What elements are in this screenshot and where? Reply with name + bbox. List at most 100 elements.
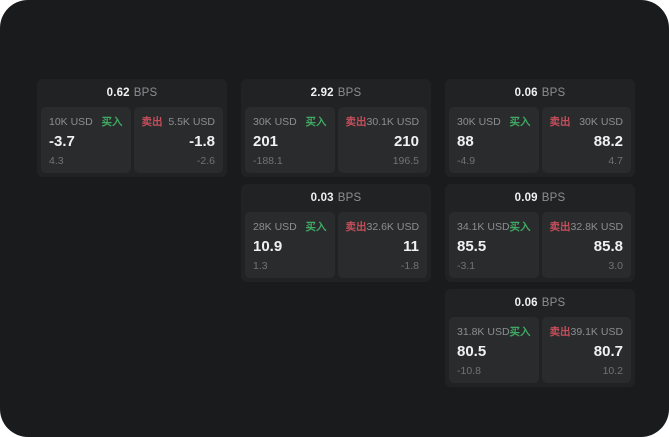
card-body: 30K USD 买入 88 -4.9 卖出 30K USD 88.2 4.7 <box>449 107 631 173</box>
sell-side-label: 卖出 <box>345 221 367 233</box>
card-header: 0.03 BPS <box>245 184 427 212</box>
buy-amount: 28K USD <box>253 220 297 233</box>
buy-change: 4.3 <box>49 155 64 167</box>
buy-price: 10.9 <box>253 237 283 255</box>
bps-value: 0.62 <box>106 87 130 99</box>
buy-side-label: 买入 <box>509 116 531 128</box>
card-body: 30K USD 买入 201 -188.1 卖出 30.1K USD 210 1… <box>245 107 427 173</box>
sell-change: 196.5 <box>392 155 419 167</box>
sell-panel-top: 卖出 32.8K USD <box>550 219 624 234</box>
sell-panel-top: 卖出 39.1K USD <box>550 324 624 339</box>
buy-price: 85.5 <box>457 237 487 255</box>
sell-side-label: 卖出 <box>549 221 571 233</box>
sell-side-label: 卖出 <box>549 116 571 128</box>
buy-panel-top: 28K USD 买入 <box>253 219 327 234</box>
bps-unit-label: BPS <box>337 87 362 99</box>
card-header: 0.06 BPS <box>449 289 631 317</box>
sell-price: 11 <box>403 237 419 255</box>
bps-value: 0.06 <box>514 87 538 99</box>
sell-change: 10.2 <box>602 365 623 377</box>
sell-change: 3.0 <box>608 260 623 272</box>
bps-unit-label: BPS <box>541 192 566 204</box>
buy-panel[interactable]: 34.1K USD 买入 85.5 -3.1 <box>449 212 539 278</box>
buy-panel-top: 30K USD 买入 <box>253 114 327 129</box>
buy-panel[interactable]: 31.8K USD 买入 80.5 -10.8 <box>449 317 539 383</box>
buy-side-label: 买入 <box>305 221 327 233</box>
bps-unit-label: BPS <box>133 87 158 99</box>
buy-amount: 10K USD <box>49 115 93 128</box>
buy-amount: 34.1K USD <box>457 220 510 233</box>
card-body: 10K USD 买入 -3.7 4.3 卖出 5.5K USD -1.8 -2.… <box>41 107 223 173</box>
card-header: 0.62 BPS <box>41 79 223 107</box>
sell-amount: 32.8K USD <box>570 220 624 233</box>
sell-price: 85.8 <box>593 237 623 255</box>
buy-price: 201 <box>253 132 279 150</box>
buy-price: -3.7 <box>49 132 75 150</box>
sell-price: -1.8 <box>189 132 215 150</box>
buy-panel-top: 31.8K USD 买入 <box>457 324 531 339</box>
sell-panel[interactable]: 卖出 5.5K USD -1.8 -2.6 <box>133 107 223 173</box>
buy-side-label: 买入 <box>509 221 531 233</box>
sell-panel[interactable]: 卖出 30.1K USD 210 196.5 <box>337 107 427 173</box>
sell-panel[interactable]: 卖出 30K USD 88.2 4.7 <box>541 107 631 173</box>
card-body: 34.1K USD 买入 85.5 -3.1 卖出 32.8K USD 85.8… <box>449 212 631 278</box>
sell-panel[interactable]: 卖出 32.6K USD 11 -1.8 <box>337 212 427 278</box>
buy-side-label: 买入 <box>509 326 531 338</box>
bps-unit-label: BPS <box>541 297 566 309</box>
sell-price: 88.2 <box>593 132 623 150</box>
sell-change: 4.7 <box>608 155 623 167</box>
quote-card: 0.62 BPS 10K USD 买入 -3.7 4.3 卖出 5.5K USD… <box>37 79 227 177</box>
sell-panel[interactable]: 卖出 32.8K USD 85.8 3.0 <box>541 212 631 278</box>
sell-side-label: 卖出 <box>141 116 163 128</box>
buy-price: 88 <box>457 132 474 150</box>
sell-price: 80.7 <box>593 342 623 360</box>
sell-amount: 30.1K USD <box>366 115 420 128</box>
bps-value: 0.03 <box>310 192 334 204</box>
bps-value: 2.92 <box>310 87 334 99</box>
buy-side-label: 买入 <box>101 116 123 128</box>
sell-price: 210 <box>393 132 419 150</box>
sell-side-label: 卖出 <box>549 326 571 338</box>
bps-unit-label: BPS <box>337 192 362 204</box>
quote-card: 0.09 BPS 34.1K USD 买入 85.5 -3.1 卖出 32.8K… <box>445 184 635 282</box>
buy-change: -10.8 <box>457 365 481 377</box>
sell-change: -1.8 <box>400 260 419 272</box>
buy-change: -3.1 <box>457 260 476 272</box>
quote-card: 2.92 BPS 30K USD 买入 201 -188.1 卖出 30.1K … <box>241 79 431 177</box>
sell-panel-top: 卖出 32.6K USD <box>346 219 420 234</box>
sell-amount: 30K USD <box>579 115 623 128</box>
quote-grid: 0.62 BPS 10K USD 买入 -3.7 4.3 卖出 5.5K USD… <box>37 79 635 387</box>
buy-change: -4.9 <box>457 155 476 167</box>
buy-panel-top: 34.1K USD 买入 <box>457 219 531 234</box>
bps-value: 0.09 <box>514 192 538 204</box>
buy-panel[interactable]: 10K USD 买入 -3.7 4.3 <box>41 107 131 173</box>
sell-panel-top: 卖出 30.1K USD <box>346 114 420 129</box>
sell-change: -2.6 <box>196 155 215 167</box>
bps-unit-label: BPS <box>541 87 566 99</box>
buy-change: -188.1 <box>253 155 283 167</box>
sell-panel[interactable]: 卖出 39.1K USD 80.7 10.2 <box>541 317 631 383</box>
sell-panel-top: 卖出 5.5K USD <box>142 114 216 129</box>
buy-side-label: 买入 <box>305 116 327 128</box>
card-header: 0.06 BPS <box>449 79 631 107</box>
sell-amount: 5.5K USD <box>168 115 215 128</box>
buy-price: 80.5 <box>457 342 487 360</box>
buy-change: 1.3 <box>253 260 268 272</box>
buy-amount: 31.8K USD <box>457 325 510 338</box>
quote-card: 0.06 BPS 31.8K USD 买入 80.5 -10.8 卖出 39.1… <box>445 289 635 387</box>
card-header: 2.92 BPS <box>245 79 427 107</box>
sell-panel-top: 卖出 30K USD <box>550 114 624 129</box>
bps-value: 0.06 <box>514 297 538 309</box>
sell-amount: 32.6K USD <box>366 220 420 233</box>
buy-panel[interactable]: 30K USD 买入 88 -4.9 <box>449 107 539 173</box>
buy-panel-top: 30K USD 买入 <box>457 114 531 129</box>
sell-amount: 39.1K USD <box>570 325 624 338</box>
card-body: 28K USD 买入 10.9 1.3 卖出 32.6K USD 11 -1.8 <box>245 212 427 278</box>
quote-card: 0.03 BPS 28K USD 买入 10.9 1.3 卖出 32.6K US… <box>241 184 431 282</box>
buy-panel-top: 10K USD 买入 <box>49 114 123 129</box>
card-body: 31.8K USD 买入 80.5 -10.8 卖出 39.1K USD 80.… <box>449 317 631 383</box>
card-header: 0.09 BPS <box>449 184 631 212</box>
buy-panel[interactable]: 28K USD 买入 10.9 1.3 <box>245 212 335 278</box>
buy-panel[interactable]: 30K USD 买入 201 -188.1 <box>245 107 335 173</box>
